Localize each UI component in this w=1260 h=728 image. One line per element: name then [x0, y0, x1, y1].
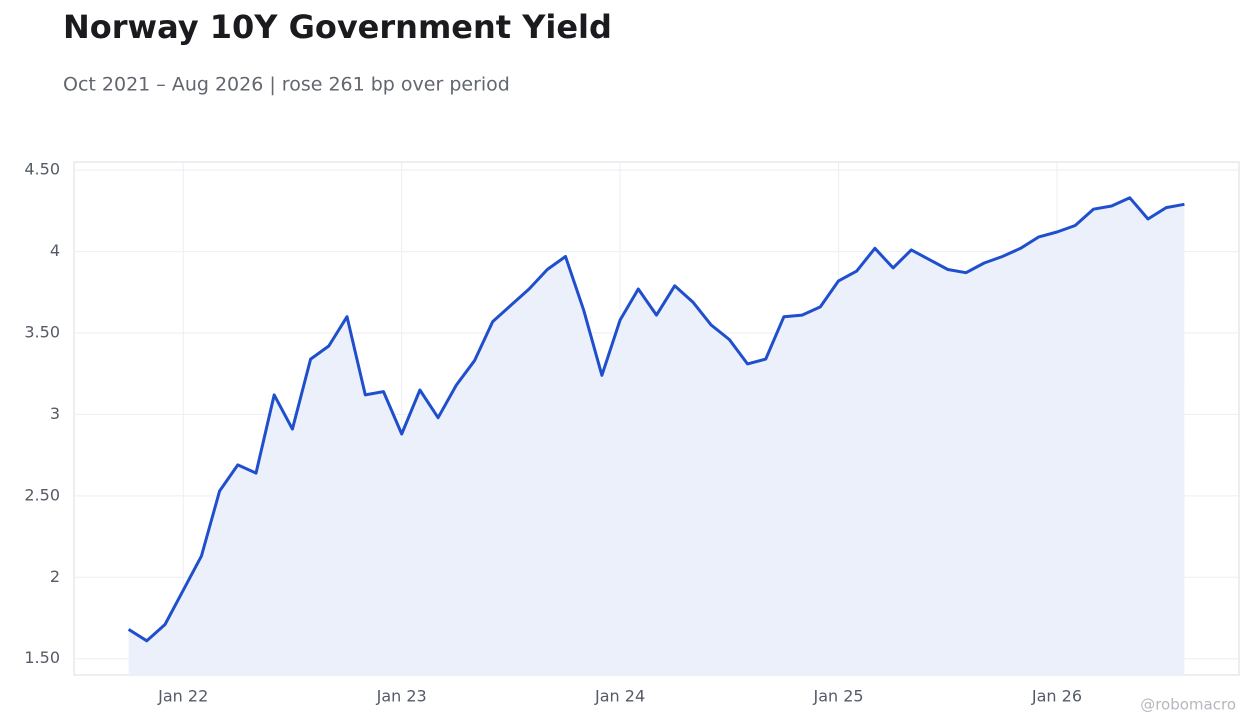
chart-title: Norway 10Y Government Yield: [63, 8, 612, 46]
x-tick-label: Jan 23: [376, 687, 427, 706]
area: [128, 197, 1185, 676]
watermark: @robomacro: [1140, 696, 1236, 714]
y-tick-label: 4: [50, 241, 60, 260]
x-tick-label: Jan 26: [1031, 687, 1082, 706]
y-tick-label: 3: [50, 404, 60, 423]
line: [127, 196, 1185, 643]
chart-subtitle: Oct 2021 – Aug 2026 | rose 261 bp over p…: [63, 74, 510, 96]
x-tick-label: Jan 24: [594, 687, 645, 706]
y-tick-label: 1.50: [24, 648, 60, 667]
x-tick-label: Jan 22: [157, 687, 208, 706]
x-tick-label: Jan 25: [812, 687, 863, 706]
y-tick-label: 4.50: [24, 160, 60, 179]
y-tick-label: 2.50: [24, 485, 60, 504]
y-tick-label: 2: [50, 567, 60, 586]
y-tick-label: 3.50: [24, 323, 60, 342]
